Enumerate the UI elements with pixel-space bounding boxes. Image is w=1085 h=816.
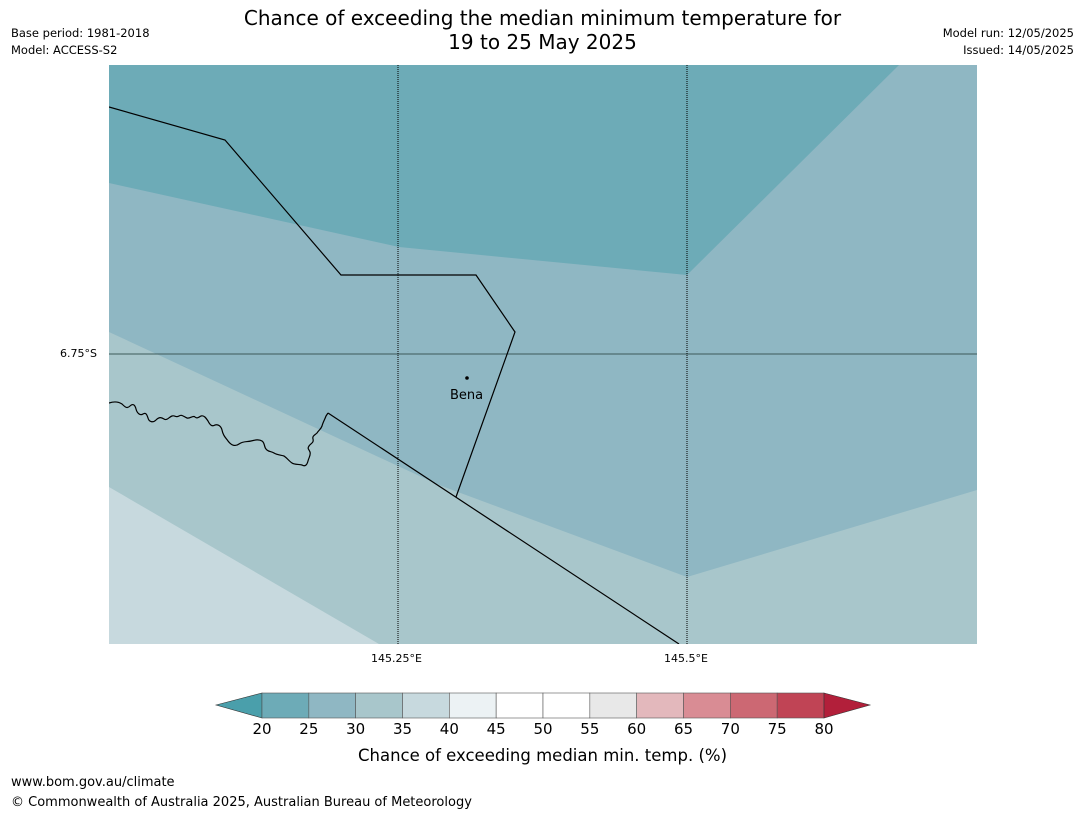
colorbar-segment bbox=[495, 692, 544, 719]
colorbar-tick-label: 35 bbox=[392, 720, 413, 738]
base-period-text: Base period: 1981-2018 bbox=[11, 26, 150, 40]
colorbar-segment bbox=[636, 692, 684, 719]
place-label-bena: Bena bbox=[450, 388, 484, 403]
longitude-label-145-5: 145.5°E bbox=[664, 652, 708, 665]
latitude-label: 6.75°S bbox=[60, 347, 97, 360]
province-boundary-south bbox=[327, 412, 680, 644]
issued-text: Issued: 14/05/2025 bbox=[963, 43, 1074, 57]
band-20-25-region bbox=[109, 65, 899, 275]
colorbar-tick-label: 45 bbox=[486, 720, 506, 738]
colorbar-tick-label: 60 bbox=[627, 720, 647, 738]
colorbar-segment bbox=[730, 692, 778, 719]
colorbar-ticks: 20 25 30 35 40 45 50 55 60 65 70 75 80 bbox=[0, 720, 1085, 740]
colorbar-segment bbox=[449, 692, 497, 719]
colorbar-tick-label: 30 bbox=[346, 720, 366, 738]
meta-left: Base period: 1981-2018 Model: ACCESS-S2 bbox=[11, 25, 150, 59]
colorbar-tick-label: 65 bbox=[673, 720, 694, 738]
colorbar bbox=[214, 692, 872, 719]
band-35-40-region bbox=[109, 487, 379, 644]
colorbar-tick-label: 40 bbox=[439, 720, 459, 738]
colorbar-under-arrow bbox=[214, 692, 263, 719]
province-boundary-north bbox=[109, 106, 516, 498]
band-30-35-region bbox=[109, 332, 977, 644]
colorbar-segment bbox=[308, 692, 356, 719]
colorbar-segment bbox=[776, 692, 825, 719]
river-boundary bbox=[109, 401, 329, 467]
colorbar-tick-label: 50 bbox=[533, 720, 553, 738]
title-line-2: 19 to 25 May 2025 bbox=[448, 30, 637, 54]
colorbar-over-arrow bbox=[823, 692, 872, 719]
colorbar-segment bbox=[683, 692, 731, 719]
colorbar-segment bbox=[589, 692, 637, 719]
colorbar-segment bbox=[355, 692, 403, 719]
footer-url[interactable]: www.bom.gov.au/climate bbox=[11, 775, 175, 790]
colorbar-tick-label: 20 bbox=[252, 720, 272, 738]
model-text: Model: ACCESS-S2 bbox=[11, 43, 118, 57]
chart-title: Chance of exceeding the median minimum t… bbox=[0, 6, 1085, 54]
meta-right: Model run: 12/05/2025 Issued: 14/05/2025 bbox=[943, 25, 1074, 59]
colorbar-segment bbox=[542, 692, 591, 719]
colorbar-label: Chance of exceeding median min. temp. (%… bbox=[357, 746, 728, 765]
colorbar-tick-label: 25 bbox=[299, 720, 319, 738]
colorbar-tick-label: 55 bbox=[580, 720, 600, 738]
footer-copyright: © Commonwealth of Australia 2025, Austra… bbox=[11, 795, 472, 810]
bena-marker bbox=[465, 376, 469, 380]
colorbar-tick-label: 70 bbox=[720, 720, 740, 738]
model-run-text: Model run: 12/05/2025 bbox=[942, 26, 1074, 40]
title-line-1: Chance of exceeding the median minimum t… bbox=[243, 6, 842, 30]
colorbar-segment bbox=[261, 692, 310, 719]
colorbar-tick-label: 75 bbox=[767, 720, 787, 738]
colorbar-tick-label: 80 bbox=[814, 720, 834, 738]
longitude-label-145-25: 145.25°E bbox=[371, 652, 422, 665]
colorbar-segments bbox=[261, 692, 825, 719]
colorbar-segment bbox=[402, 692, 450, 719]
forecast-map bbox=[109, 65, 977, 644]
